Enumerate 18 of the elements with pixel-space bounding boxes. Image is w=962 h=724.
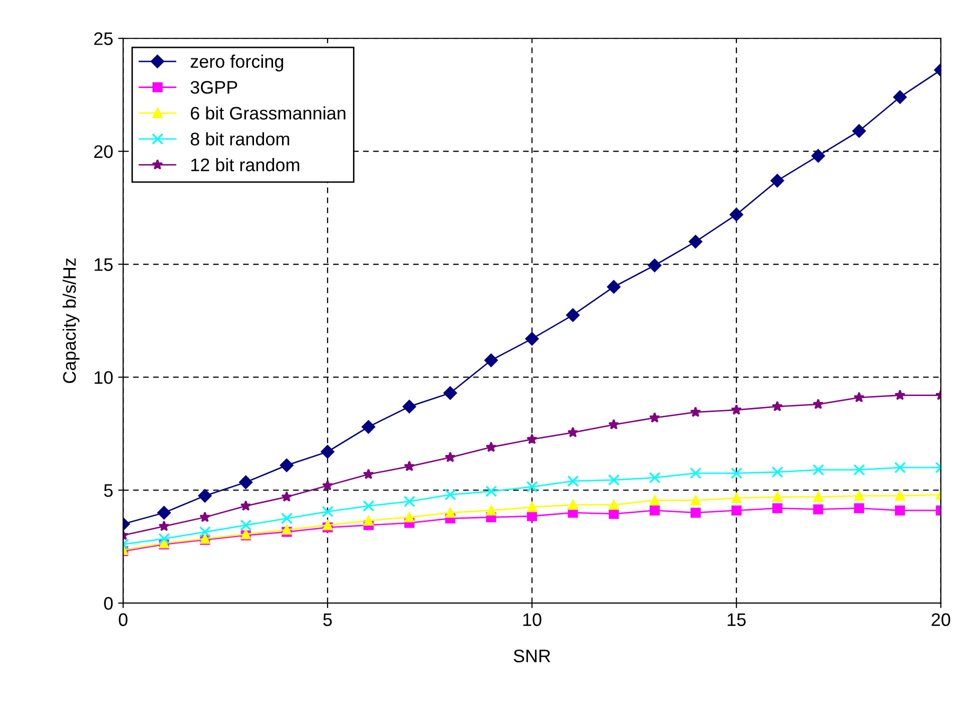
y-tick-label: 25 [94, 32, 113, 46]
legend-label: 3GPP [190, 80, 238, 94]
x-tick-label: 20 [932, 613, 950, 626]
y-tick-label: 5 [104, 484, 113, 497]
y-axis-title: Capacity b/s/Hz [62, 258, 80, 384]
x-tick-label: 0 [118, 613, 128, 626]
legend-label: 6 bit Grassmannian [190, 106, 346, 120]
x-tick-label: 10 [523, 613, 542, 626]
x-axis-title: SNR [514, 650, 550, 662]
legend-label: 8 bit random [190, 132, 290, 146]
y-tick-label: 20 [94, 145, 113, 158]
y-tick-label: 15 [94, 258, 113, 271]
y-tick-label: 10 [94, 371, 113, 384]
x-tick-label: 15 [728, 613, 746, 626]
legend-label: zero forcing [190, 54, 284, 72]
legend-label: 12 bit random [191, 158, 300, 172]
x-tick-label: 5 [323, 613, 332, 626]
y-tick-label: 0 [104, 597, 113, 610]
